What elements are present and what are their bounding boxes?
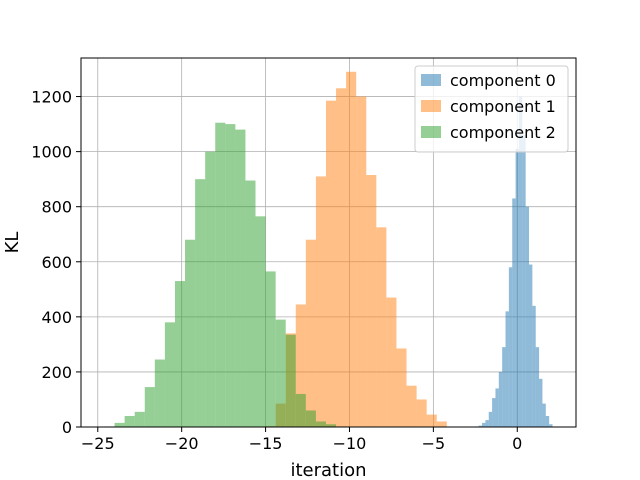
- legend-swatch: [421, 74, 441, 86]
- bar-component-1: [336, 88, 347, 427]
- bar-component-1: [366, 175, 377, 427]
- bar-component-0: [478, 425, 483, 427]
- x-tick-label: 0: [512, 434, 522, 453]
- bar-component-2: [205, 151, 216, 427]
- x-tick-label: −5: [422, 434, 446, 453]
- bar-component-2: [215, 122, 226, 428]
- bar-component-2: [265, 271, 276, 427]
- bar-component-1: [295, 304, 306, 427]
- bar-component-1: [426, 414, 437, 427]
- bar-component-1: [406, 385, 417, 427]
- bar-component-2: [295, 393, 306, 427]
- bar-component-2: [124, 415, 135, 427]
- bar-component-0: [522, 135, 526, 427]
- y-tick-label: 800: [41, 198, 72, 217]
- bar-component-2: [225, 124, 236, 428]
- bar-component-2: [325, 424, 337, 427]
- bar-component-0: [488, 411, 493, 427]
- bar-component-1: [346, 71, 357, 428]
- bar-component-0: [512, 198, 516, 427]
- bar-component-2: [255, 216, 266, 427]
- legend-label: component 2: [450, 123, 556, 142]
- bar-component-0: [545, 415, 550, 427]
- legend-swatch: [421, 100, 441, 112]
- bar-component-1: [356, 96, 367, 427]
- legend-label: component 1: [450, 97, 556, 116]
- bar-component-0: [485, 420, 489, 427]
- bar-component-2: [245, 180, 256, 427]
- legend-label: component 0: [450, 71, 556, 90]
- x-axis-label: iteration: [290, 460, 366, 480]
- bar-component-1: [396, 348, 407, 427]
- x-tick-label: −10: [333, 434, 367, 453]
- y-tick-label: 1200: [31, 88, 72, 107]
- bar-component-2: [144, 387, 155, 427]
- bar-component-1: [386, 297, 397, 427]
- bar-component-2: [114, 422, 125, 427]
- bar-component-2: [164, 322, 175, 427]
- legend: component 0 component 1 component 2: [414, 65, 569, 153]
- bar-component-0: [535, 347, 540, 427]
- bar-component-2: [195, 179, 206, 427]
- bar-component-0: [508, 267, 513, 427]
- y-tick-label: 1000: [31, 143, 72, 162]
- y-tick-label: 200: [41, 363, 72, 382]
- bar-component-2: [134, 411, 145, 427]
- bar-component-1: [416, 399, 427, 427]
- bar-component-0: [539, 378, 543, 427]
- bar-component-1: [325, 100, 337, 428]
- bar-component-1: [315, 176, 326, 427]
- bar-component-2: [285, 334, 296, 427]
- bar-component-2: [185, 239, 196, 427]
- y-axis-label: KL: [2, 232, 23, 254]
- bar-component-0: [525, 206, 530, 427]
- bar-component-0: [549, 424, 553, 427]
- legend-swatch: [421, 126, 441, 138]
- plot-frame: [80, 57, 577, 428]
- y-tick-label: 600: [41, 253, 72, 272]
- bar-component-0: [502, 347, 506, 427]
- bar-component-0: [482, 422, 486, 427]
- bar-component-2: [235, 129, 246, 427]
- bar-component-0: [532, 305, 536, 427]
- axis-ticks: −25 −20 −15 −10 −5 0 0 200 400 600 800 1000 1200: [31, 88, 522, 453]
- legend-box: [414, 65, 569, 153]
- y-tick-label: 0: [62, 418, 72, 437]
- bar-component-2: [275, 319, 286, 427]
- bar-component-0: [495, 388, 499, 427]
- histogram-bars: [104, 71, 553, 428]
- bar-component-0: [515, 148, 519, 427]
- bar-component-2: [154, 359, 165, 427]
- x-tick-label: −20: [165, 434, 199, 453]
- bar-component-0: [542, 403, 546, 427]
- bar-component-1: [305, 239, 316, 427]
- bar-component-0: [529, 264, 533, 427]
- x-tick-label: −15: [249, 434, 283, 453]
- bar-component-2: [315, 421, 326, 427]
- bar-component-1: [376, 227, 387, 427]
- bar-component-1: [436, 421, 447, 427]
- y-tick-label: 400: [41, 308, 72, 327]
- bar-component-2: [305, 410, 316, 427]
- bar-component-0: [518, 96, 523, 427]
- bar-component-0: [498, 371, 503, 427]
- x-tick-label: −25: [81, 434, 115, 453]
- bar-component-0: [492, 398, 496, 427]
- bar-component-0: [505, 311, 509, 427]
- bar-component-2: [174, 281, 186, 427]
